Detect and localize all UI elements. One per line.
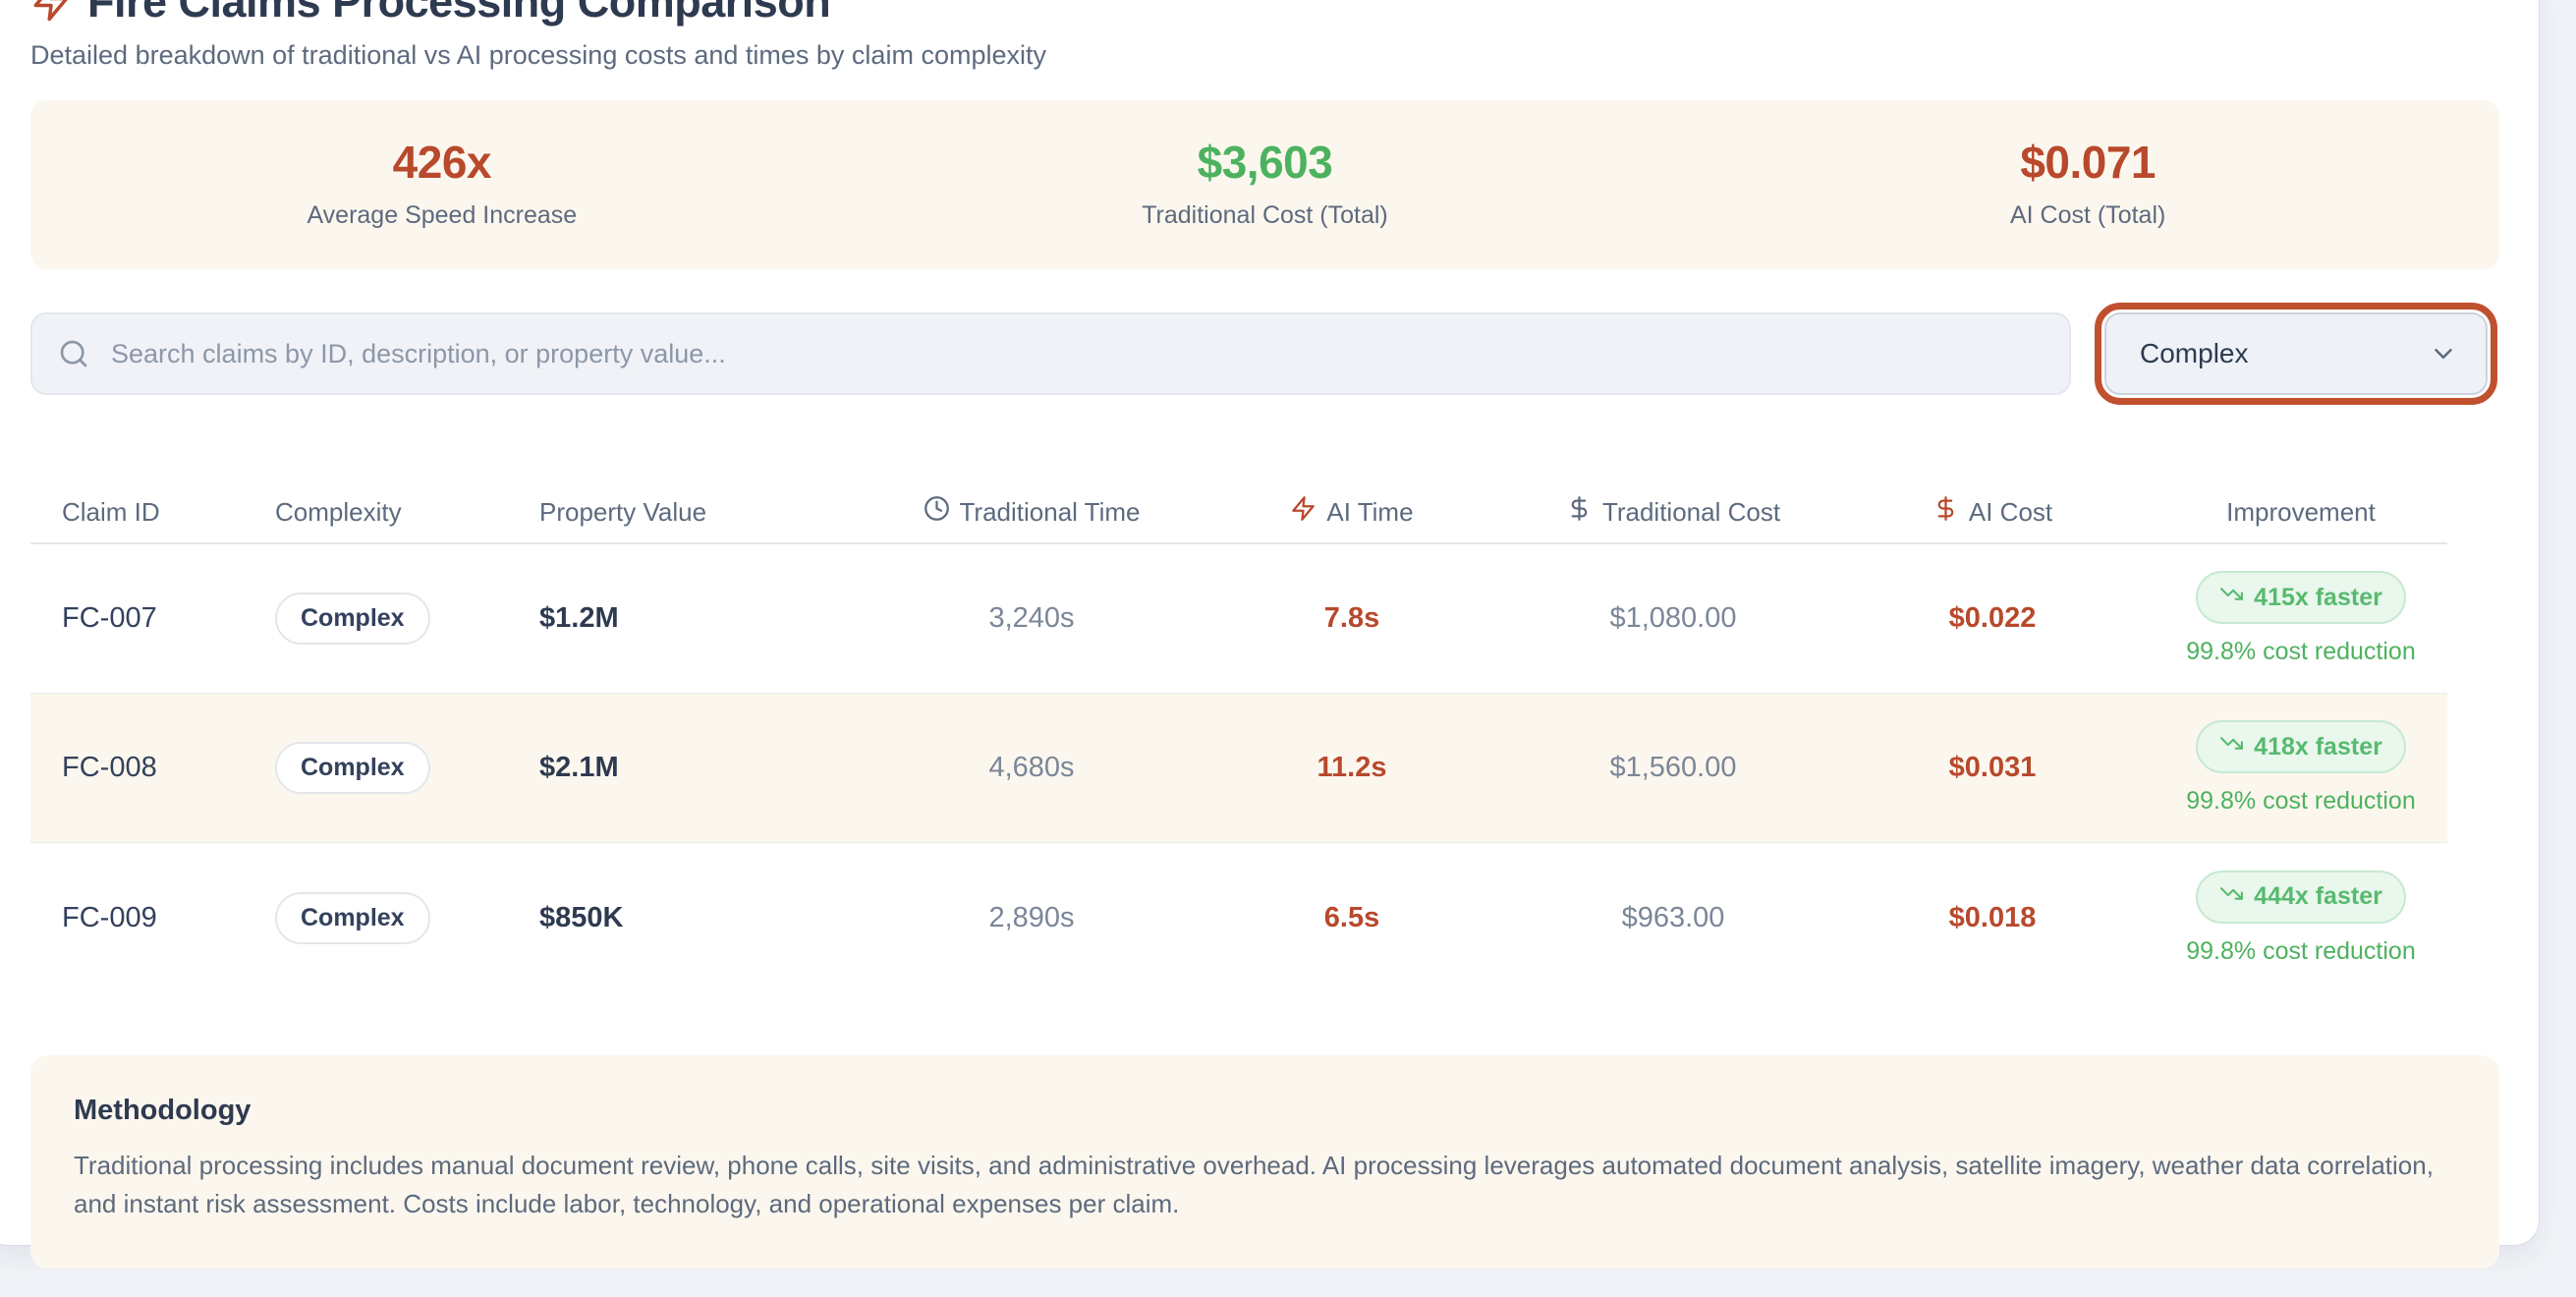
methodology-title: Methodology (74, 1095, 252, 1126)
column-header-label: AI Time (1326, 496, 1414, 527)
stat-traditional-cost-total: $3,603 Traditional Cost (Total) (854, 136, 1677, 230)
cell-ai-time: 11.2s (1316, 752, 1387, 783)
column-header-label: AI Cost (1968, 496, 2053, 527)
cell-ai-cost: $0.031 (1948, 752, 2037, 783)
column-header-traditional-time: Traditional Time (875, 495, 1188, 529)
cell-ai-cost: $0.018 (1948, 901, 2037, 933)
cell-traditional-cost: $1,080.00 (1609, 602, 1737, 634)
column-header-ai-time: AI Time (1188, 495, 1516, 529)
zap-icon (30, 0, 72, 23)
column-header-label: Complexity (275, 496, 402, 527)
search-box[interactable] (30, 312, 2071, 395)
methodology-panel: Methodology Traditional processing inclu… (30, 1055, 2499, 1269)
cell-claim-id: FC-008 (62, 752, 157, 783)
cell-ai-cost: $0.022 (1948, 602, 2037, 634)
stat-label: Average Speed Increase (307, 201, 578, 229)
stat-speed-increase: 426x Average Speed Increase (30, 136, 854, 230)
complexity-badge: Complex (275, 891, 430, 944)
page-header: Fire Claims Processing Comparison (30, 0, 2499, 27)
trending-down-icon (2219, 881, 2244, 913)
column-header-label: Improvement (2226, 496, 2376, 527)
cost-reduction-label: 99.8% cost reduction (2186, 787, 2416, 815)
faster-badge: 444x faster (2196, 870, 2406, 924)
controls-row: Complex (30, 303, 2499, 405)
dropdown-selected-value: Complex (2140, 338, 2249, 368)
table-header-row: Claim ID Complexity Property Value Traditio… (30, 481, 2447, 544)
cell-traditional-time: 2,890s (988, 901, 1075, 933)
column-header-improvement: Improvement (2155, 497, 2447, 528)
faster-label: 418x faster (2254, 732, 2382, 761)
faster-label: 415x faster (2254, 583, 2382, 611)
cell-traditional-cost: $1,560.00 (1609, 752, 1737, 783)
cell-claim-id: FC-009 (62, 901, 157, 933)
cell-property-value: $1.2M (539, 602, 619, 634)
column-header-complexity: Complexity (244, 497, 508, 528)
column-header-property-value: Property Value (508, 497, 875, 528)
column-header-label: Traditional Time (959, 496, 1141, 527)
column-header-label: Property Value (539, 496, 707, 527)
methodology-body: Traditional processing includes manual d… (74, 1151, 2434, 1218)
search-input[interactable] (109, 337, 2044, 370)
cell-claim-id: FC-007 (62, 602, 157, 634)
zap-icon (1290, 495, 1316, 529)
stat-ai-cost-total: $0.071 AI Cost (Total) (1676, 136, 2499, 230)
cell-complexity: Complex (244, 891, 508, 944)
complexity-filter-dropdown[interactable]: Complex (2095, 303, 2497, 405)
dollar-icon (1932, 495, 1959, 529)
clock-icon (924, 495, 950, 529)
column-header-label: Claim ID (62, 496, 160, 527)
page-subtitle: Detailed breakdown of traditional vs AI … (30, 40, 1046, 70)
faster-badge: 418x faster (2196, 720, 2406, 773)
column-header-label: Traditional Cost (1601, 496, 1781, 527)
page-title: Fire Claims Processing Comparison (87, 0, 831, 27)
cell-improvement: 418x faster 99.8% cost reduction (2155, 720, 2447, 816)
column-header-ai-cost: AI Cost (1830, 495, 2155, 529)
chevron-down-icon (2429, 339, 2458, 368)
trending-down-icon (2219, 582, 2244, 613)
claims-table: Claim ID Complexity Property Value Traditio… (30, 481, 2447, 992)
stat-value: 426x (392, 137, 492, 188)
column-header-traditional-cost: Traditional Cost (1516, 495, 1830, 529)
dollar-icon (1566, 495, 1593, 529)
cost-reduction-label: 99.8% cost reduction (2186, 936, 2416, 965)
complexity-badge: Complex (275, 742, 430, 794)
main-card: Fire Claims Processing Comparison Detail… (0, 0, 2540, 1269)
cell-improvement: 415x faster 99.8% cost reduction (2155, 571, 2447, 666)
cell-improvement: 444x faster 99.8% cost reduction (2155, 870, 2447, 966)
stat-label: AI Cost (Total) (2009, 201, 2166, 229)
cell-ai-time: 7.8s (1323, 602, 1380, 634)
trending-down-icon (2219, 731, 2244, 762)
summary-stats-bar: 426x Average Speed Increase $3,603 Tradi… (30, 100, 2499, 269)
table-row[interactable]: FC-008 Complex $2.1M 4,680s 11.2s $1,560.00 $0… (30, 694, 2447, 843)
cell-property-value: $2.1M (539, 752, 619, 783)
cell-ai-time: 6.5s (1323, 901, 1380, 933)
faster-label: 444x faster (2254, 882, 2382, 910)
stat-label: Traditional Cost (Total) (1142, 201, 1388, 229)
cell-property-value: $850K (539, 901, 624, 933)
cell-traditional-time: 3,240s (988, 602, 1075, 634)
stat-value: $0.071 (2020, 137, 2156, 188)
stat-value: $3,603 (1197, 137, 1333, 188)
cell-traditional-cost: $963.00 (1621, 901, 1725, 933)
cost-reduction-label: 99.8% cost reduction (2186, 638, 2416, 665)
cell-complexity: Complex (244, 592, 508, 645)
cell-complexity: Complex (244, 742, 508, 794)
complexity-badge: Complex (275, 592, 430, 645)
column-header-claim-id: Claim ID (30, 497, 244, 528)
table-row[interactable]: FC-007 Complex $1.2M 3,240s 7.8s $1,080.00 $0.… (30, 544, 2447, 694)
search-icon (58, 338, 89, 369)
faster-badge: 415x faster (2196, 571, 2406, 624)
cell-traditional-time: 4,680s (988, 752, 1075, 783)
table-row[interactable]: FC-009 Complex $850K 2,890s 6.5s $963.00 $0.01… (30, 843, 2447, 992)
table-body: FC-007 Complex $1.2M 3,240s 7.8s $1,080.00 $0.… (30, 544, 2447, 992)
